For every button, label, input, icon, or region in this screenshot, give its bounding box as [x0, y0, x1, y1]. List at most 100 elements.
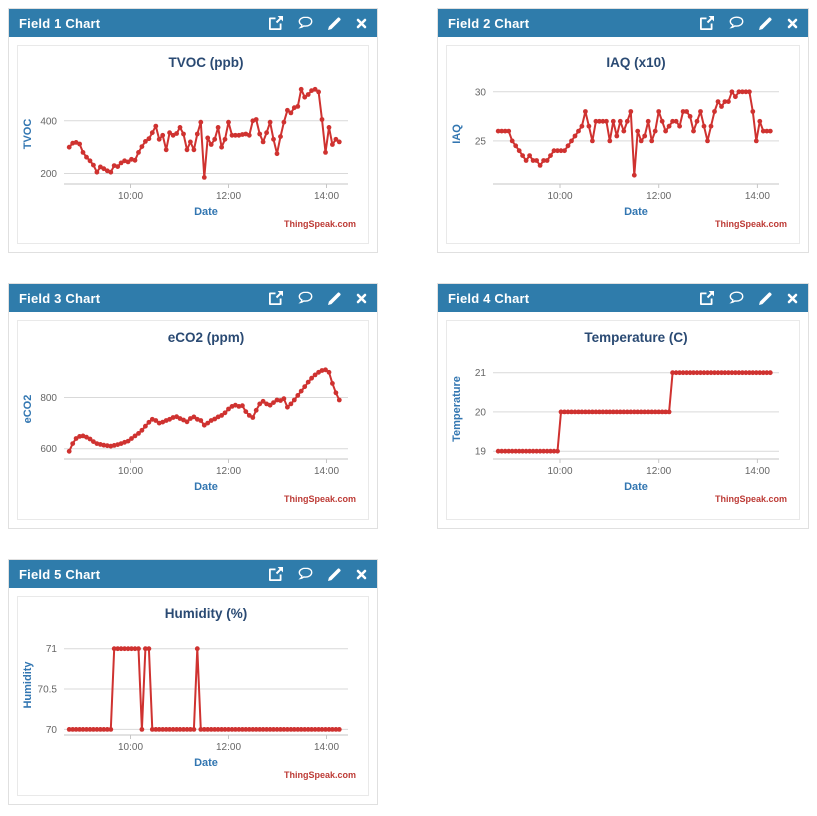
field-5-panel: Field 5 Chart 70 70.5 71 10:00 12:00 14:00 Hum… [8, 559, 378, 805]
data-point [326, 125, 332, 130]
open-external-icon[interactable] [269, 16, 283, 30]
data-point [226, 727, 231, 732]
data-point [663, 409, 668, 415]
data-point [73, 727, 79, 732]
data-point [291, 727, 297, 732]
data-point [323, 367, 328, 373]
comment-icon[interactable] [298, 567, 313, 581]
open-external-icon[interactable] [700, 16, 714, 30]
data-point [541, 448, 546, 454]
comment-icon[interactable] [729, 291, 744, 305]
data-point [537, 448, 543, 454]
data-point [163, 147, 169, 153]
close-icon[interactable] [356, 18, 367, 29]
data-point [291, 397, 297, 403]
edit-icon[interactable] [328, 567, 341, 581]
data-point [757, 370, 763, 376]
data-point [298, 388, 304, 394]
data-point [191, 147, 197, 153]
data-point [198, 418, 204, 423]
data-point [281, 396, 287, 402]
data-point [143, 423, 148, 429]
panel-header-actions [269, 291, 367, 305]
data-point [139, 427, 145, 433]
data-point [101, 442, 107, 448]
data-point [80, 727, 86, 732]
edit-icon[interactable] [328, 291, 341, 305]
x-axis-label: Date [194, 481, 218, 493]
data-point [593, 409, 599, 415]
data-point [149, 727, 155, 732]
data-point [274, 151, 280, 157]
data-point [513, 448, 519, 454]
panel-header: Field 2 Chart [438, 9, 808, 37]
y-tick-label: 200 [40, 169, 57, 180]
data-point [336, 397, 342, 403]
edit-icon[interactable] [759, 291, 772, 305]
data-point [253, 727, 259, 732]
open-external-icon[interactable] [269, 291, 283, 305]
data-point [87, 436, 93, 442]
data-point [305, 727, 311, 732]
close-icon[interactable] [787, 293, 798, 304]
data-point [499, 448, 505, 454]
data-point [132, 646, 138, 652]
data-point [673, 370, 679, 376]
comment-icon[interactable] [729, 16, 744, 30]
edit-icon[interactable] [759, 16, 772, 30]
field-2-panel: Field 2 Chart 25 30 10:00 12:00 14:00 IAQ (x1… [437, 8, 809, 253]
data-point [288, 727, 294, 732]
comment-icon[interactable] [298, 291, 313, 305]
data-point [663, 128, 668, 134]
close-icon[interactable] [356, 569, 367, 580]
data-point [267, 727, 273, 732]
data-point [136, 646, 141, 652]
data-point [295, 393, 301, 398]
y-axis-label: TVOC [22, 119, 34, 150]
panel-title: Field 3 Chart [19, 290, 101, 306]
data-point [527, 448, 532, 454]
panel-title: Field 1 Chart [19, 15, 101, 31]
data-point [642, 133, 648, 139]
data-point [712, 370, 717, 376]
data-point [278, 134, 283, 139]
data-point [569, 409, 574, 415]
data-point [659, 118, 665, 124]
edit-icon[interactable] [328, 16, 341, 30]
panel-title: Field 2 Chart [448, 15, 530, 31]
data-point [101, 166, 107, 172]
data-point [750, 109, 756, 114]
data-point [691, 370, 696, 376]
data-point [604, 409, 609, 415]
data-point [198, 727, 204, 732]
data-point [122, 646, 127, 652]
close-icon[interactable] [787, 18, 798, 29]
comment-icon[interactable] [298, 16, 313, 30]
data-point [129, 646, 134, 652]
data-point [125, 646, 131, 652]
data-point [309, 727, 314, 732]
data-point [226, 119, 231, 125]
open-external-icon[interactable] [269, 567, 283, 581]
close-icon[interactable] [356, 293, 367, 304]
data-point [583, 109, 588, 114]
data-point [188, 139, 193, 145]
data-point [333, 727, 339, 732]
data-point [250, 727, 256, 732]
data-point [91, 727, 96, 732]
data-point [316, 89, 321, 95]
data-point [597, 118, 602, 124]
data-point [302, 94, 308, 100]
data-point [740, 370, 745, 376]
data-point [621, 128, 627, 134]
data-point [236, 727, 242, 732]
open-external-icon[interactable] [700, 291, 714, 305]
data-point [534, 448, 539, 454]
data-point [215, 125, 221, 130]
data-point [516, 148, 522, 154]
data-point [502, 448, 508, 454]
data-point [184, 727, 190, 732]
data-point [316, 727, 321, 732]
data-point [576, 128, 581, 134]
field-3-panel: Field 3 Chart 600 800 10:00 12:00 14:00 eCO2 … [8, 283, 378, 529]
